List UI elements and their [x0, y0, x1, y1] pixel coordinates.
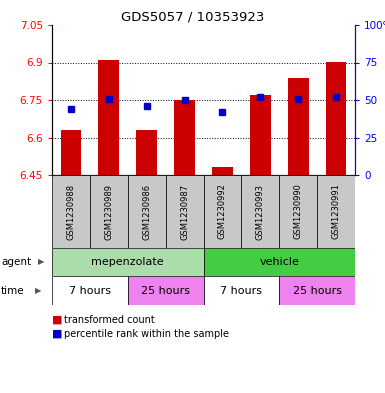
Bar: [52, 248, 204, 276]
Bar: [279, 175, 317, 248]
Text: 25 hours: 25 hours: [293, 285, 341, 296]
Text: 25 hours: 25 hours: [141, 285, 190, 296]
Text: GSM1230993: GSM1230993: [256, 184, 265, 239]
Bar: [317, 175, 355, 248]
Bar: [52, 175, 90, 248]
Text: GSM1230991: GSM1230991: [331, 184, 341, 239]
Bar: [128, 175, 166, 248]
Text: ▶: ▶: [35, 286, 42, 295]
Text: time: time: [1, 285, 25, 296]
Bar: [128, 276, 204, 305]
Text: GSM1230989: GSM1230989: [104, 184, 113, 239]
Text: GSM1230987: GSM1230987: [180, 184, 189, 240]
Text: agent: agent: [1, 257, 31, 267]
Bar: [174, 100, 195, 175]
Text: GSM1230992: GSM1230992: [218, 184, 227, 239]
Text: mepenzolate: mepenzolate: [92, 257, 164, 267]
Bar: [52, 276, 128, 305]
Bar: [279, 276, 355, 305]
Text: transformed count: transformed count: [64, 315, 155, 325]
Bar: [204, 175, 241, 248]
Bar: [212, 167, 233, 175]
Bar: [166, 175, 204, 248]
Text: GSM1230988: GSM1230988: [67, 184, 75, 240]
Text: ▶: ▶: [38, 257, 45, 266]
Bar: [241, 175, 279, 248]
Bar: [99, 60, 119, 175]
Bar: [204, 276, 279, 305]
Bar: [326, 62, 346, 175]
Bar: [250, 95, 271, 175]
Bar: [90, 175, 128, 248]
Bar: [204, 248, 355, 276]
Text: percentile rank within the sample: percentile rank within the sample: [64, 329, 229, 339]
Text: ■: ■: [52, 329, 62, 339]
Text: GSM1230986: GSM1230986: [142, 184, 151, 240]
Text: GSM1230990: GSM1230990: [294, 184, 303, 239]
Text: vehicle: vehicle: [259, 257, 299, 267]
Bar: [136, 130, 157, 175]
Text: GDS5057 / 10353923: GDS5057 / 10353923: [121, 10, 264, 23]
Bar: [60, 130, 81, 175]
Bar: [288, 77, 309, 175]
Text: 7 hours: 7 hours: [220, 285, 262, 296]
Text: 7 hours: 7 hours: [69, 285, 111, 296]
Text: ■: ■: [52, 315, 62, 325]
